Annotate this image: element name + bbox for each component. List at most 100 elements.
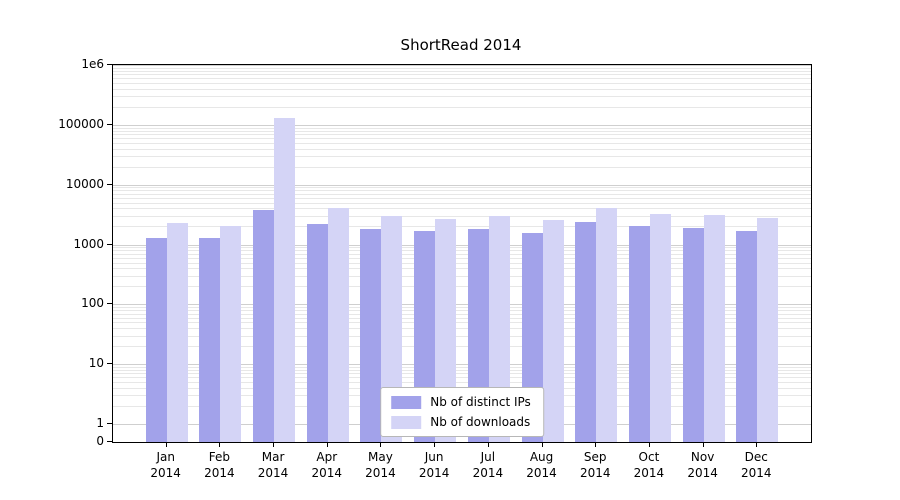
- minor-gridline: [113, 247, 811, 249]
- bar-distinct-ips: [199, 237, 221, 442]
- minor-gridline: [113, 202, 811, 204]
- bar-downloads: [166, 223, 188, 442]
- bar-distinct-ips: [306, 224, 328, 442]
- y-axis-tick-mark: [107, 423, 112, 424]
- y-axis-tick-mark: [107, 441, 112, 442]
- legend-item: Nb of distinct IPs: [391, 395, 531, 409]
- y-axis-tick-label: 1000: [73, 236, 104, 251]
- x-tick-month: Feb: [208, 450, 230, 464]
- major-gridline: [113, 364, 811, 366]
- major-gridline: [113, 124, 811, 126]
- minor-gridline: [113, 322, 811, 324]
- minor-gridline: [113, 346, 811, 348]
- x-tick-year: 2014: [311, 466, 343, 480]
- y-axis-tick-label: 1e6: [81, 57, 104, 71]
- y-axis-tick-mark: [107, 303, 112, 305]
- x-axis-tick-mark: [756, 443, 758, 447]
- minor-gridline: [113, 253, 811, 255]
- x-axis-tick-mark: [219, 443, 221, 447]
- bar-distinct-ips: [628, 225, 650, 442]
- bar-downloads: [435, 219, 457, 442]
- minor-gridline: [113, 83, 811, 84]
- bar-distinct-ips: [736, 231, 758, 442]
- minor-gridline: [113, 317, 811, 319]
- bar-downloads: [274, 118, 296, 442]
- minor-gridline: [113, 70, 811, 72]
- x-tick-year: 2014: [687, 466, 718, 480]
- bar-downloads: [649, 213, 671, 442]
- bar-downloads: [596, 208, 618, 442]
- bar-downloads: [542, 219, 564, 442]
- minor-gridline: [113, 262, 811, 264]
- x-tick-year: 2014: [741, 466, 772, 480]
- bar-downloads: [381, 215, 403, 442]
- y-axis-tick-label: 100000: [58, 116, 104, 131]
- x-tick-month: Nov: [690, 450, 715, 464]
- x-axis-tick-mark: [595, 443, 597, 447]
- minor-gridline: [113, 208, 811, 210]
- minor-gridline: [113, 215, 811, 217]
- minor-gridline: [113, 257, 811, 259]
- x-tick-year: 2014: [633, 466, 665, 480]
- x-tick-month: Oct: [638, 450, 660, 464]
- minor-gridline: [113, 307, 811, 309]
- y-axis-tick-label: 10: [88, 356, 104, 371]
- chart-title: ShortRead 2014: [400, 36, 522, 54]
- minor-gridline: [113, 366, 811, 368]
- minor-gridline: [113, 142, 811, 144]
- minor-gridline: [113, 134, 811, 136]
- plot-area: Nb of distinct IPs Nb of downloads: [112, 64, 812, 443]
- x-tick-year: 2014: [472, 466, 504, 480]
- bar-downloads: [220, 226, 242, 442]
- legend-swatch: [391, 395, 422, 409]
- x-axis-tick-label: Jul 2014: [458, 449, 518, 481]
- minor-gridline: [113, 377, 811, 379]
- major-gridline: [113, 304, 811, 306]
- minor-gridline: [113, 369, 811, 371]
- minor-gridline: [113, 382, 811, 384]
- y-axis-tick-label: 100: [81, 296, 104, 311]
- minor-gridline: [113, 275, 811, 277]
- minor-gridline: [113, 193, 811, 195]
- x-tick-year: 2014: [257, 466, 289, 480]
- x-axis-tick-mark: [165, 443, 167, 447]
- minor-gridline: [113, 268, 811, 270]
- legend: Nb of distinct IPs Nb of downloads: [380, 387, 544, 437]
- x-tick-month: Jun: [424, 450, 444, 464]
- x-tick-year: 2014: [365, 466, 396, 480]
- minor-gridline: [113, 88, 811, 90]
- bar-downloads: [703, 215, 725, 442]
- x-axis-tick-label: May 2014: [350, 449, 410, 481]
- bar-distinct-ips: [145, 237, 167, 442]
- minor-gridline: [113, 250, 811, 252]
- major-gridline: [113, 184, 811, 186]
- x-axis-tick-label: Jan 2014: [136, 449, 196, 481]
- minor-gridline: [113, 187, 811, 189]
- minor-gridline: [113, 127, 811, 129]
- minor-gridline: [113, 78, 811, 80]
- x-tick-month: Mar: [261, 450, 285, 464]
- x-axis-tick-label: Mar 2014: [243, 449, 303, 481]
- minor-gridline: [113, 130, 811, 132]
- major-gridline: [113, 244, 811, 246]
- minor-gridline: [113, 310, 811, 312]
- x-tick-year: 2014: [150, 466, 181, 480]
- minor-gridline: [113, 67, 811, 69]
- minor-gridline: [113, 156, 811, 158]
- minor-gridline: [113, 106, 811, 108]
- x-tick-year: 2014: [526, 466, 557, 480]
- x-tick-year: 2014: [204, 466, 235, 480]
- minor-gridline: [113, 286, 811, 288]
- x-tick-month: May: [368, 450, 393, 464]
- x-tick-month: Apr: [316, 450, 338, 464]
- minor-gridline: [113, 74, 811, 76]
- x-axis-tick-mark: [326, 443, 328, 447]
- minor-gridline: [113, 313, 811, 315]
- y-axis-tick-mark: [107, 183, 112, 185]
- bar-distinct-ips: [682, 227, 704, 442]
- minor-gridline: [113, 96, 811, 98]
- x-axis-tick-label: Oct 2014: [619, 449, 679, 481]
- bar-downloads: [488, 215, 510, 442]
- x-tick-year: 2014: [418, 466, 450, 480]
